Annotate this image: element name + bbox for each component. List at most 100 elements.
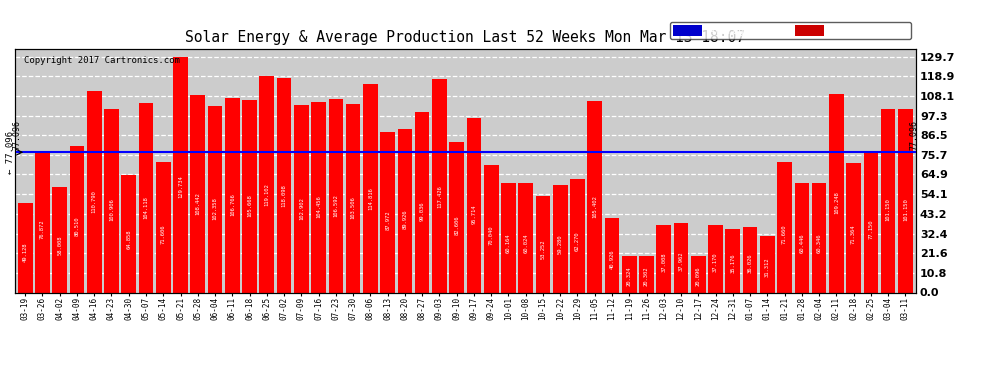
Bar bbox=[760, 236, 774, 292]
Bar bbox=[656, 225, 671, 292]
Text: 62.270: 62.270 bbox=[575, 232, 580, 251]
Text: 117.426: 117.426 bbox=[437, 185, 442, 208]
Text: 77.096: 77.096 bbox=[12, 120, 21, 150]
Bar bbox=[173, 57, 188, 292]
Title: Solar Energy & Average Production Last 52 Weeks Mon Mar 13 18:07: Solar Energy & Average Production Last 5… bbox=[185, 30, 745, 45]
Text: 95.714: 95.714 bbox=[471, 204, 476, 224]
Text: 64.858: 64.858 bbox=[127, 230, 132, 249]
Bar bbox=[605, 218, 620, 292]
Text: 76.872: 76.872 bbox=[40, 220, 45, 239]
Text: 40.926: 40.926 bbox=[610, 249, 615, 269]
Bar bbox=[346, 104, 360, 292]
Text: 60.164: 60.164 bbox=[506, 234, 511, 253]
Bar bbox=[846, 163, 861, 292]
Text: 31.312: 31.312 bbox=[765, 257, 770, 277]
Bar bbox=[294, 105, 309, 292]
Text: 105.402: 105.402 bbox=[592, 195, 597, 217]
Text: 20.324: 20.324 bbox=[627, 266, 632, 286]
Bar bbox=[708, 225, 723, 292]
Text: 110.790: 110.790 bbox=[92, 190, 97, 213]
Bar bbox=[552, 184, 567, 292]
Text: 109.248: 109.248 bbox=[834, 192, 839, 214]
Text: Copyright 2017 Cartronics.com: Copyright 2017 Cartronics.com bbox=[24, 56, 180, 65]
Bar bbox=[380, 132, 395, 292]
Text: 105.668: 105.668 bbox=[248, 195, 252, 217]
Text: 114.816: 114.816 bbox=[368, 187, 373, 210]
Bar bbox=[674, 224, 688, 292]
Text: 49.128: 49.128 bbox=[23, 243, 28, 262]
Bar bbox=[122, 174, 136, 292]
Text: 36.026: 36.026 bbox=[747, 253, 752, 273]
Bar bbox=[519, 183, 533, 292]
Bar bbox=[35, 153, 50, 292]
Bar bbox=[208, 106, 223, 292]
Bar bbox=[104, 109, 119, 292]
Legend: Average  (kWh), Weekly  (kWh): Average (kWh), Weekly (kWh) bbox=[669, 22, 911, 39]
Bar bbox=[640, 256, 653, 292]
Bar bbox=[277, 78, 291, 292]
Bar bbox=[587, 101, 602, 292]
Text: 37.008: 37.008 bbox=[661, 252, 666, 272]
Text: 108.442: 108.442 bbox=[195, 192, 200, 215]
Text: 60.024: 60.024 bbox=[523, 234, 529, 253]
Bar bbox=[863, 152, 878, 292]
Text: 37.962: 37.962 bbox=[678, 252, 683, 271]
Text: 20.302: 20.302 bbox=[644, 266, 649, 286]
Text: 70.040: 70.040 bbox=[489, 225, 494, 245]
Bar bbox=[52, 187, 67, 292]
Text: 119.102: 119.102 bbox=[264, 184, 269, 206]
Bar bbox=[259, 76, 274, 292]
Bar bbox=[742, 227, 757, 292]
Bar bbox=[812, 183, 827, 292]
Text: 100.906: 100.906 bbox=[109, 198, 114, 221]
Bar bbox=[156, 162, 170, 292]
Bar bbox=[363, 84, 378, 292]
Text: 60.346: 60.346 bbox=[817, 233, 822, 253]
Text: 35.176: 35.176 bbox=[731, 254, 736, 273]
Bar bbox=[18, 203, 33, 292]
Bar bbox=[432, 79, 446, 292]
Bar bbox=[69, 146, 84, 292]
Bar bbox=[898, 108, 913, 292]
Bar bbox=[570, 179, 585, 292]
Text: 77.150: 77.150 bbox=[868, 220, 873, 239]
Text: 20.096: 20.096 bbox=[696, 266, 701, 286]
Bar bbox=[329, 99, 344, 292]
Text: ← 77.096: ← 77.096 bbox=[6, 131, 15, 174]
Text: 37.170: 37.170 bbox=[713, 252, 718, 272]
Text: 106.766: 106.766 bbox=[230, 194, 235, 216]
Text: 129.734: 129.734 bbox=[178, 175, 183, 198]
Text: 102.358: 102.358 bbox=[213, 197, 218, 220]
Bar bbox=[622, 255, 637, 292]
Text: 103.506: 103.506 bbox=[350, 196, 355, 219]
Text: 87.972: 87.972 bbox=[385, 211, 390, 230]
Text: 104.118: 104.118 bbox=[144, 196, 148, 219]
Text: 60.446: 60.446 bbox=[799, 233, 804, 253]
Text: 101.150: 101.150 bbox=[886, 198, 891, 221]
Bar bbox=[190, 95, 205, 292]
Text: 71.364: 71.364 bbox=[851, 224, 856, 244]
Bar bbox=[536, 196, 550, 292]
Bar bbox=[398, 129, 412, 292]
Text: 101.150: 101.150 bbox=[903, 198, 908, 221]
Bar bbox=[311, 102, 326, 292]
Text: 82.606: 82.606 bbox=[454, 215, 459, 235]
Bar bbox=[243, 100, 256, 292]
Bar bbox=[691, 256, 706, 292]
Bar bbox=[87, 91, 102, 292]
Bar bbox=[777, 162, 792, 292]
Text: 118.098: 118.098 bbox=[281, 184, 286, 207]
Text: 102.902: 102.902 bbox=[299, 197, 304, 220]
Text: 71.606: 71.606 bbox=[160, 224, 165, 244]
Bar bbox=[225, 98, 240, 292]
Bar bbox=[466, 118, 481, 292]
Text: 58.008: 58.008 bbox=[57, 235, 62, 255]
Text: 59.280: 59.280 bbox=[557, 234, 562, 254]
Bar bbox=[726, 228, 741, 292]
Text: 89.926: 89.926 bbox=[402, 209, 408, 229]
Bar bbox=[449, 142, 464, 292]
Text: 53.252: 53.252 bbox=[541, 239, 545, 259]
Text: 106.592: 106.592 bbox=[334, 194, 339, 217]
Bar bbox=[484, 165, 499, 292]
Text: 99.036: 99.036 bbox=[420, 202, 425, 221]
